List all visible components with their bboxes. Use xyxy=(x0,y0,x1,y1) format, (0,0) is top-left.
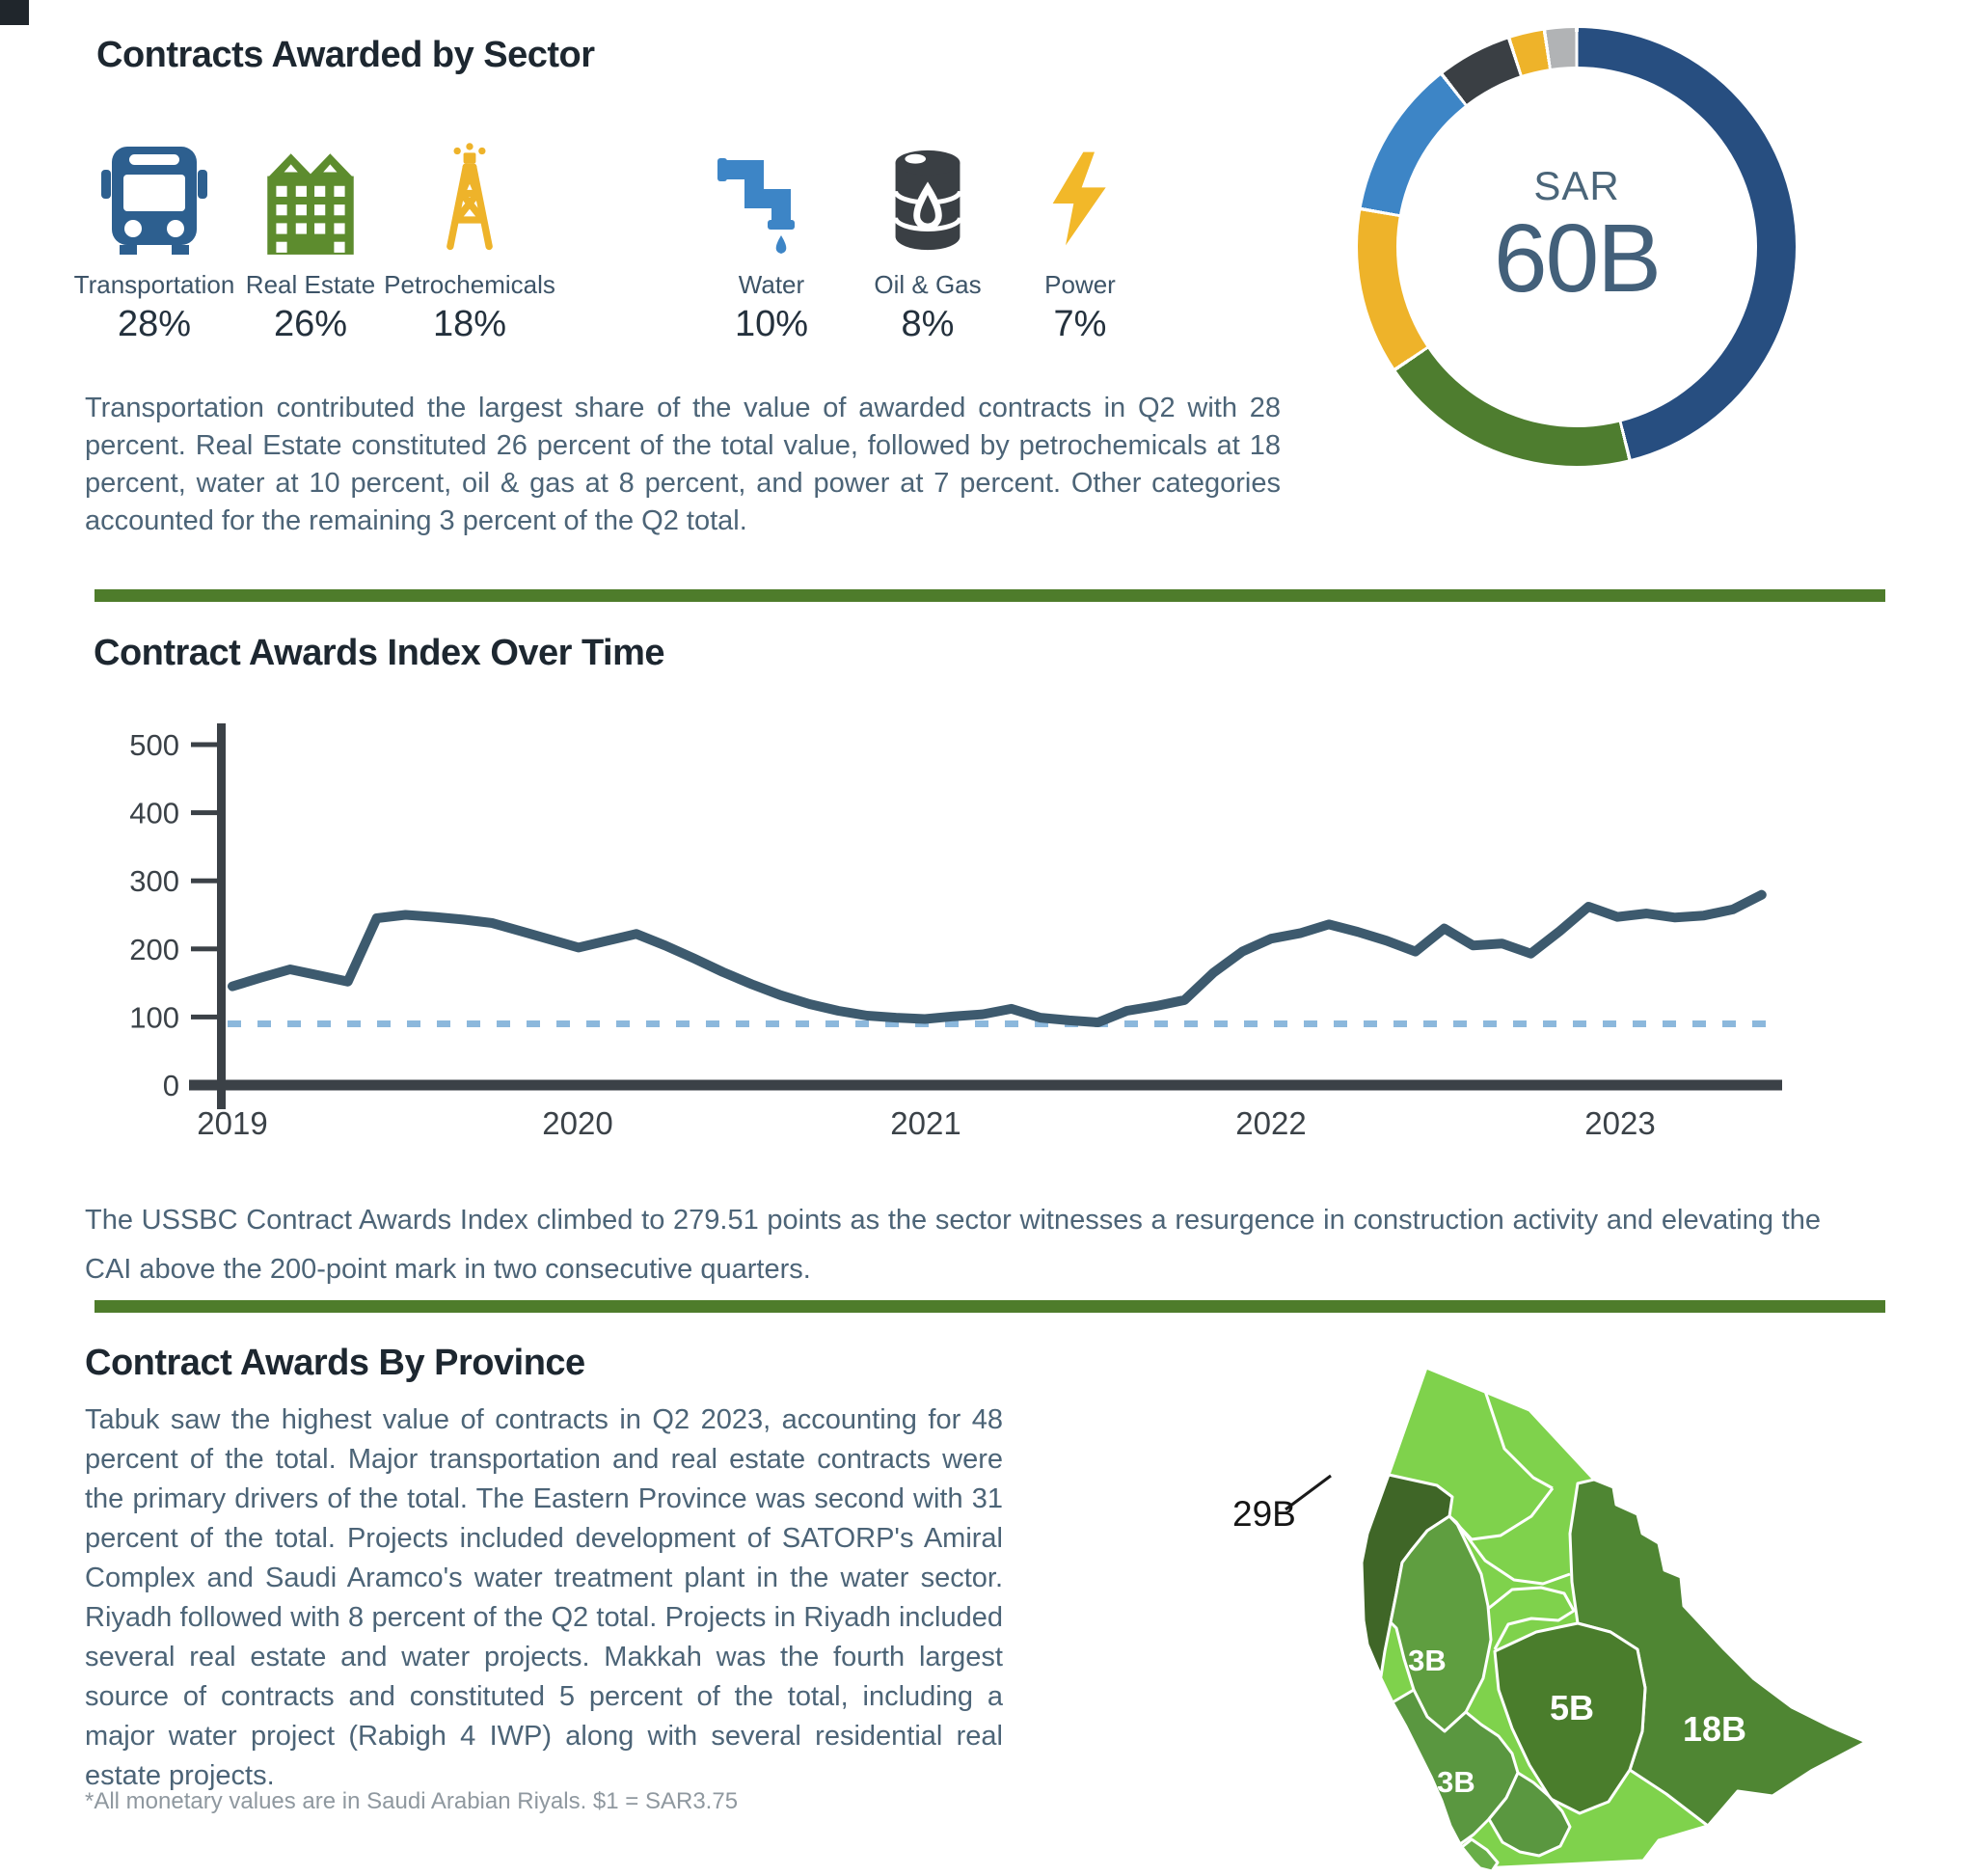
sector-percent: 28% xyxy=(117,304,192,344)
sector-section-title: Contracts Awarded by Sector xyxy=(96,35,595,75)
sector-water: Water 10% xyxy=(665,135,878,345)
lightning-icon xyxy=(1032,135,1128,258)
x-tick-label: 2019 xyxy=(197,1105,267,1141)
donut-currency-label: SAR xyxy=(1533,163,1620,208)
map-region-riyadh xyxy=(1493,1621,1647,1815)
sector-power: Power 7% xyxy=(974,135,1186,345)
y-tick-label: 0 xyxy=(163,1069,179,1102)
map-value-label-riyadh: 5B xyxy=(1550,1688,1594,1727)
y-tick-label: 100 xyxy=(129,1000,179,1034)
corner-mark xyxy=(0,0,29,25)
section-divider xyxy=(95,589,1885,602)
sector-label: Water xyxy=(738,270,805,299)
sector-petrochemicals: Petrochemicals 18% xyxy=(364,135,576,345)
y-tick-label: 400 xyxy=(129,797,179,830)
cai-line-chart: 0 100 200 300 400 500 2019 2020 2021 2022 2023 xyxy=(129,723,1782,1141)
province-summary-paragraph: Tabuk saw the highest value of contracts… xyxy=(85,1404,1003,1791)
sector-summary-paragraph: Transportation contributed the largest s… xyxy=(85,393,1281,536)
donut-total-value: 60B xyxy=(1494,204,1662,313)
y-tick xyxy=(191,810,218,816)
sector-label: Power xyxy=(1044,270,1116,299)
sector-percent: 26% xyxy=(273,304,348,344)
bus-icon xyxy=(96,135,212,258)
map-inner-borders xyxy=(1447,1390,1576,1650)
y-tick xyxy=(191,742,218,748)
map-region-asir xyxy=(1487,1771,1572,1858)
sector-percent: 18% xyxy=(432,304,507,344)
oil-barrel-icon xyxy=(871,135,985,258)
sector-oil-gas: Oil & Gas 8% xyxy=(822,135,1034,345)
monetary-footnote: *All monetary values are in Saudi Arabia… xyxy=(85,1788,739,1814)
sector-percent: 10% xyxy=(734,304,809,344)
x-tick-label: 2022 xyxy=(1235,1105,1306,1141)
x-axis-baseline xyxy=(189,1079,1782,1091)
y-axis xyxy=(217,723,226,1109)
sector-label: Real Estate xyxy=(245,270,376,299)
donut-hole xyxy=(1396,67,1757,427)
cai-section-title: Contract Awards Index Over Time xyxy=(94,633,665,673)
y-tick xyxy=(191,878,218,884)
sector-label: Petrochemicals xyxy=(384,270,555,299)
sector-label: Oil & Gas xyxy=(874,270,982,299)
sector-real-estate: Real Estate 26% xyxy=(204,135,417,345)
sector-donut-chart: SAR 60B xyxy=(1358,28,1796,466)
map-region-jizan xyxy=(1460,1837,1500,1873)
sector-label: Transportation xyxy=(73,270,235,299)
map-value-label-eastern: 18B xyxy=(1683,1709,1746,1749)
sector-percent: 8% xyxy=(901,304,955,344)
oil-derrick-icon xyxy=(417,135,523,258)
map-value-label-makkah: 3B xyxy=(1437,1765,1475,1799)
x-tick-label: 2023 xyxy=(1584,1105,1655,1141)
sector-transportation: Transportation 28% xyxy=(48,135,260,345)
cai-index-line xyxy=(228,889,1767,1027)
y-tick xyxy=(191,1014,218,1020)
sector-percent: 7% xyxy=(1053,304,1107,344)
buildings-icon xyxy=(252,135,369,258)
map-value-label-madinah: 3B xyxy=(1408,1644,1447,1677)
y-tick-label: 500 xyxy=(129,728,179,762)
saudi-arabia-map: 29B 3B 3B 5B 18B xyxy=(1213,1331,1975,1876)
x-tick-label: 2021 xyxy=(890,1105,960,1141)
section-divider xyxy=(95,1300,1885,1313)
y-tick-label: 300 xyxy=(129,864,179,898)
x-tick-label: 2020 xyxy=(542,1105,612,1141)
map-value-label-tabuk: 29B xyxy=(1232,1494,1296,1534)
y-tick-label: 200 xyxy=(129,933,179,966)
water-pipe-icon xyxy=(714,135,829,258)
y-tick xyxy=(191,946,218,952)
cai-summary-paragraph: The USSBC Contract Awards Index climbed … xyxy=(85,1205,1821,1285)
tabuk-label-leader-line xyxy=(1285,1474,1332,1511)
province-section-title: Contract Awards By Province xyxy=(85,1343,585,1383)
y-tick xyxy=(191,1082,218,1088)
